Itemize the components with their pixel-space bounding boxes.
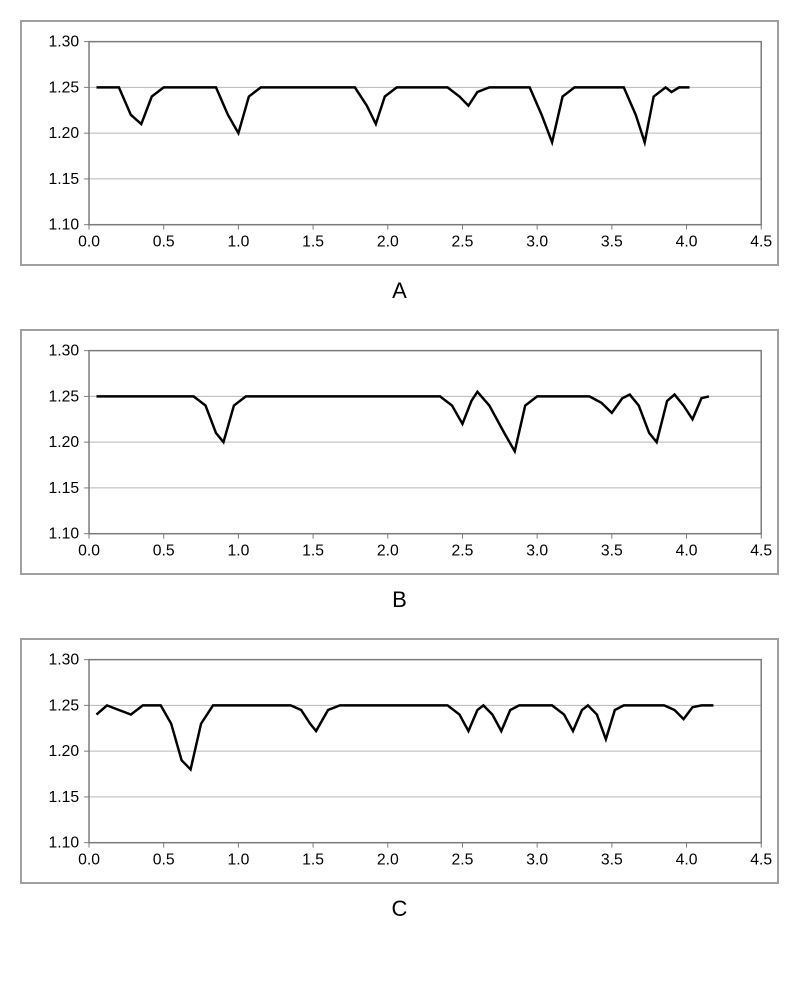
x-tick-label: 2.5 [452, 542, 474, 559]
chart-panel-c: 0.0 0.5 1.0 1.5 2.0 2.5 3.0 3.5 4.0 4.5 1.10 1.15 1.… [20, 638, 779, 922]
x-tick-label: 3.5 [601, 851, 623, 868]
x-tick-label: 0.5 [153, 851, 175, 868]
x-tick-label: 2.0 [377, 851, 399, 868]
x-tick-label: 0.5 [153, 233, 175, 250]
x-tick-label: 2.0 [377, 233, 399, 250]
y-tick-label: 1.10 [49, 526, 80, 543]
y-tick-label: 1.20 [49, 434, 80, 451]
x-tick-label: 1.0 [227, 542, 249, 559]
x-tick-label: 1.5 [302, 542, 324, 559]
x-tick-label: 3.5 [601, 233, 623, 250]
y-tick-label: 1.30 [49, 652, 80, 669]
x-tick-label: 3.0 [526, 851, 548, 868]
y-tick-label: 1.15 [49, 480, 80, 497]
x-tick-label: 4.5 [750, 542, 772, 559]
x-tick-label: 3.5 [601, 542, 623, 559]
x-tick-label: 4.5 [750, 851, 772, 868]
x-tick-label: 0.0 [78, 233, 100, 250]
y-tick-label: 1.15 [49, 171, 80, 188]
panel-label: C [20, 896, 779, 922]
y-tick-label: 1.10 [49, 217, 80, 234]
x-tick-label: 2.0 [377, 542, 399, 559]
x-tick-label: 1.0 [227, 851, 249, 868]
y-tick-label: 1.20 [49, 125, 80, 142]
charts-figure: 0.0 0.5 1.0 1.5 2.0 2.5 3.0 3.5 4.0 4.5 1.10 1.15 1.… [20, 20, 779, 922]
panel-label: A [20, 278, 779, 304]
data-series [96, 705, 713, 769]
y-tick-label: 1.30 [49, 343, 80, 360]
y-tick-label: 1.25 [49, 388, 80, 405]
x-tick-label: 4.5 [750, 233, 772, 250]
x-tick-label: 2.5 [452, 233, 474, 250]
x-tick-label: 3.0 [526, 233, 548, 250]
panel-label: B [20, 587, 779, 613]
x-tick-label: 4.0 [676, 542, 698, 559]
chart-panel-b: 0.0 0.5 1.0 1.5 2.0 2.5 3.0 3.5 4.0 4.5 1.10 1.15 1.… [20, 329, 779, 613]
y-tick-label: 1.15 [49, 789, 80, 806]
chart-panel-a: 0.0 0.5 1.0 1.5 2.0 2.5 3.0 3.5 4.0 4.5 1.10 1.15 1.… [20, 20, 779, 304]
y-tick-label: 1.10 [49, 835, 80, 852]
x-tick-label: 1.5 [302, 851, 324, 868]
x-tick-label: 1.0 [227, 233, 249, 250]
x-tick-label: 0.0 [78, 542, 100, 559]
y-tick-label: 1.25 [49, 697, 80, 714]
x-tick-label: 0.5 [153, 542, 175, 559]
x-tick-label: 4.0 [676, 851, 698, 868]
y-tick-label: 1.25 [49, 79, 80, 96]
y-tick-label: 1.30 [49, 34, 80, 51]
x-tick-label: 3.0 [526, 542, 548, 559]
x-tick-label: 0.0 [78, 851, 100, 868]
data-series [96, 87, 689, 142]
y-tick-label: 1.20 [49, 743, 80, 760]
x-tick-label: 4.0 [676, 233, 698, 250]
x-tick-label: 1.5 [302, 233, 324, 250]
x-tick-label: 2.5 [452, 851, 474, 868]
